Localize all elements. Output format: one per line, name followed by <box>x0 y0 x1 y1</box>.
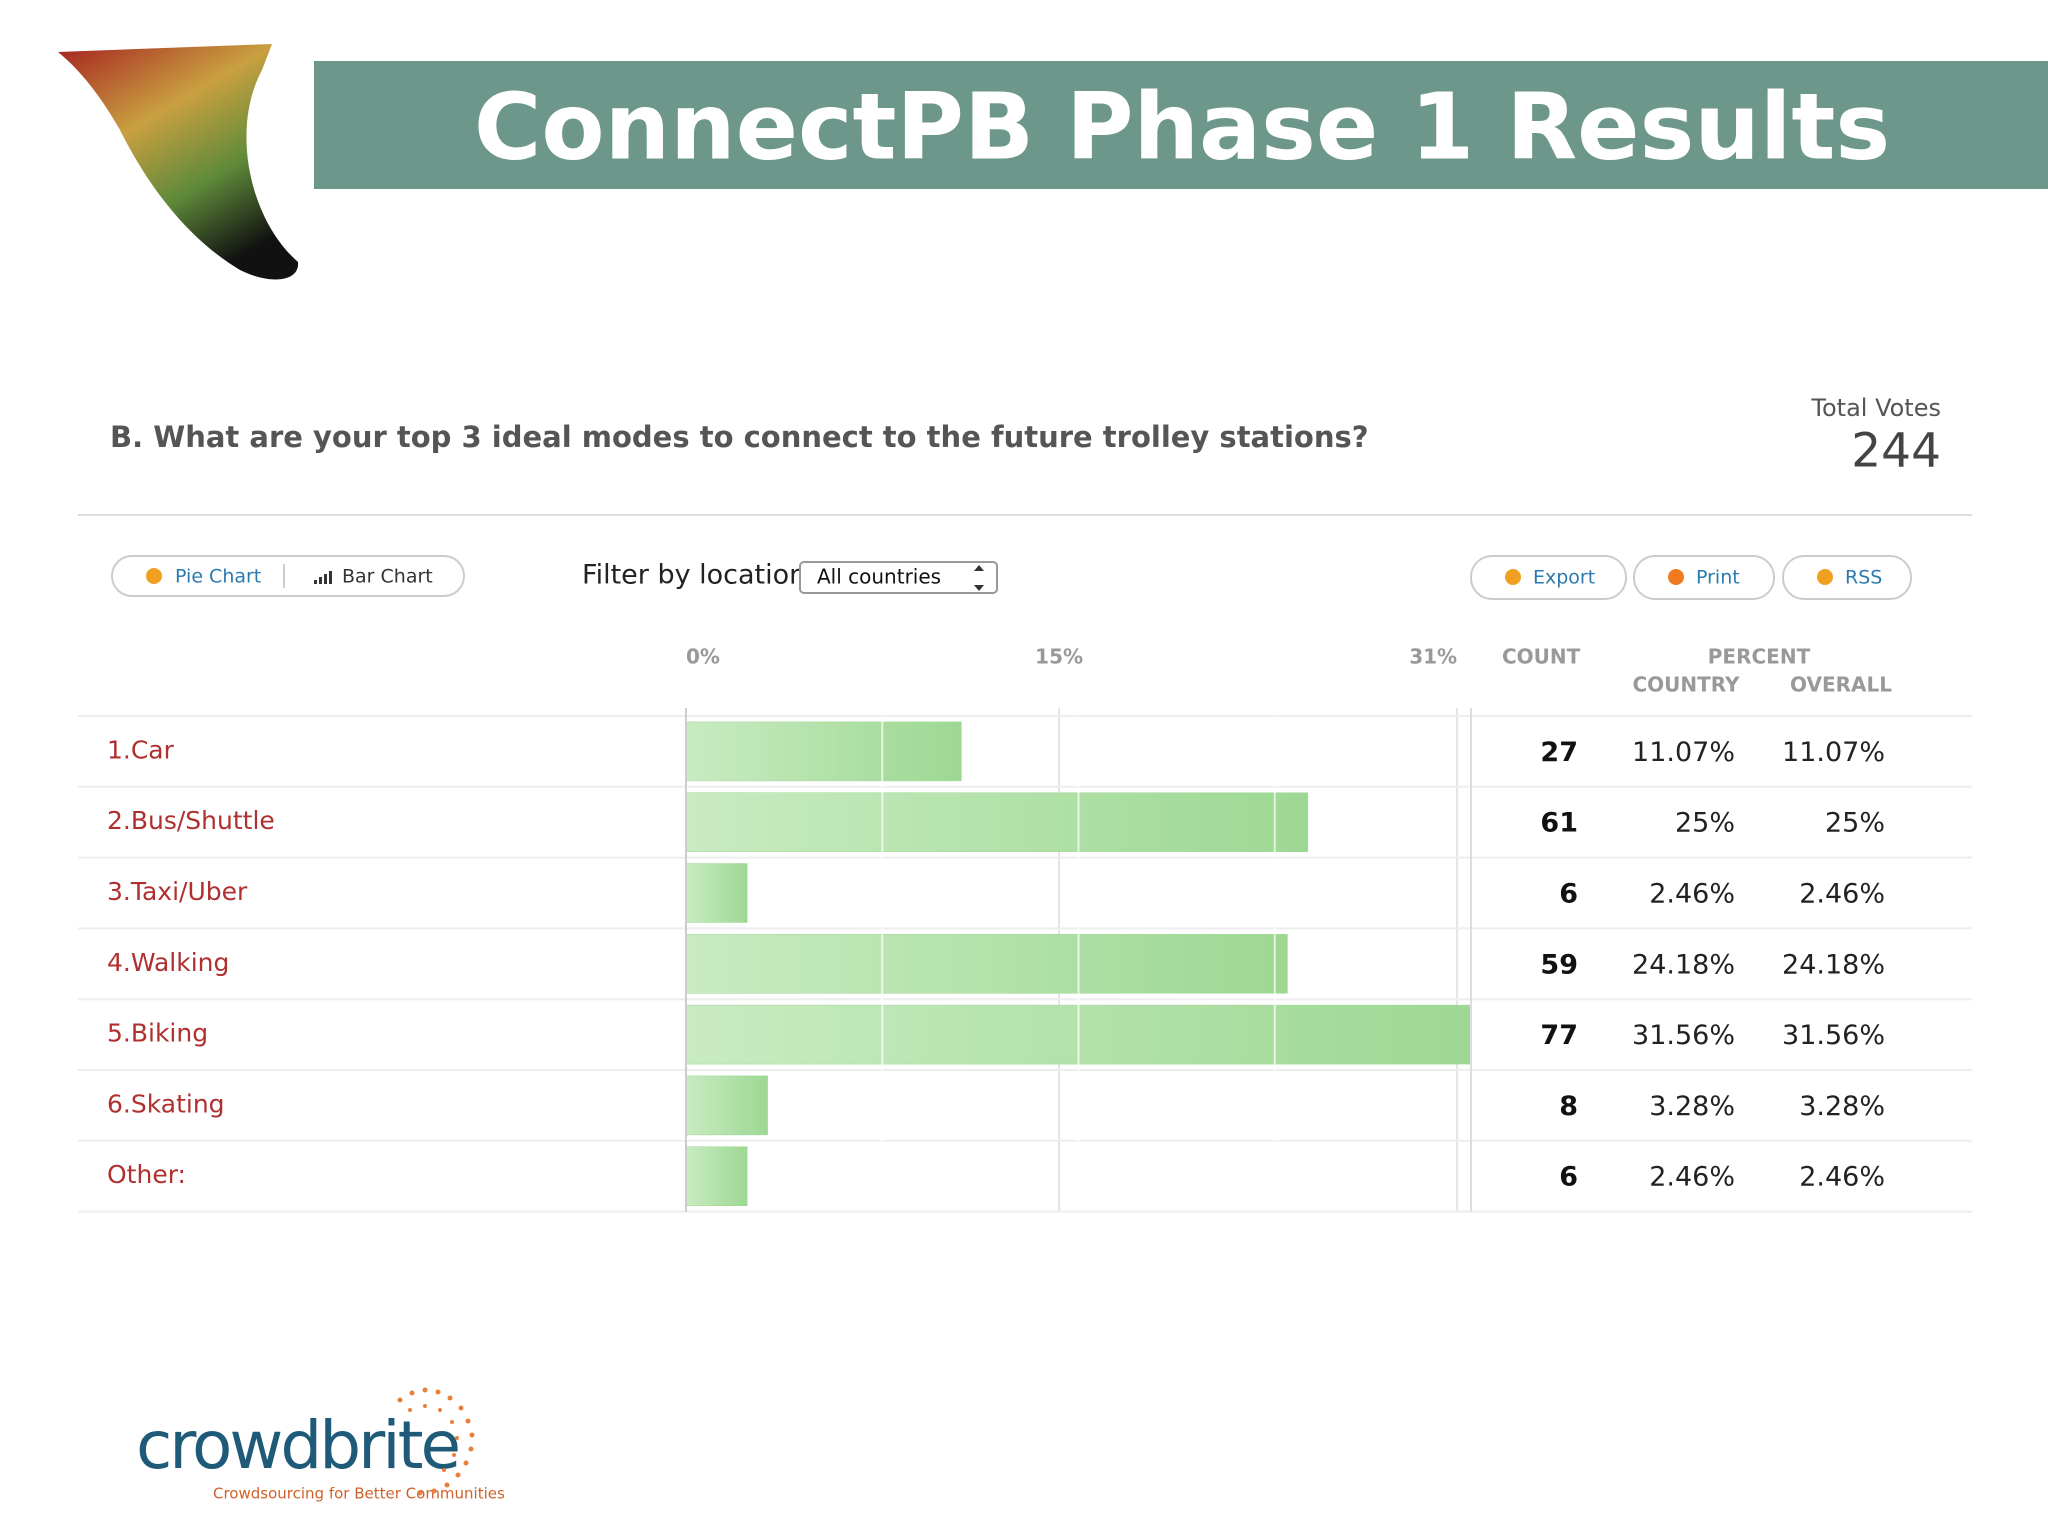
col-header: OVERALL <box>1790 673 1892 697</box>
action-button[interactable]: RSS <box>1782 555 1912 600</box>
select-value: All countries <box>817 565 941 589</box>
percent-country: 11.07% <box>1632 737 1735 768</box>
button-label: Export <box>1533 567 1595 589</box>
pie-icon <box>146 568 162 584</box>
percent-country: 3.28% <box>1649 1091 1735 1122</box>
category-label: Other: <box>107 1160 186 1189</box>
page-title: ConnectPB Phase 1 Results <box>474 73 1890 180</box>
x-tick-label: 15% <box>1035 645 1083 669</box>
filter-label: Filter by location <box>582 560 806 591</box>
toggle-frame <box>111 555 465 597</box>
percent-country: 31.56% <box>1632 1020 1735 1051</box>
x-tick-label: 31% <box>1409 645 1457 669</box>
col-header: PERCENT <box>1708 645 1811 669</box>
button-icon <box>1668 569 1684 585</box>
bar <box>685 1075 768 1136</box>
action-button[interactable]: Export <box>1470 555 1627 600</box>
logo-text: crowdbrite <box>136 1407 458 1484</box>
pie-button[interactable]: Pie Chart <box>175 566 261 588</box>
select-arrows <box>974 565 984 591</box>
count: 6 <box>1559 879 1578 910</box>
count: 8 <box>1559 1091 1578 1122</box>
button-label: RSS <box>1845 567 1882 589</box>
fin-logo <box>58 44 299 280</box>
x-tick-label: 0% <box>686 645 720 669</box>
bar-icon <box>314 571 332 584</box>
filter-select[interactable]: All countries <box>799 561 998 594</box>
total-votes-value: 244 <box>1851 424 1941 479</box>
percent-overall: 11.07% <box>1782 737 1885 768</box>
category-label: 3.Taxi/Uber <box>107 877 248 906</box>
category-label: 2.Bus/Shuttle <box>107 806 275 835</box>
percent-overall: 31.56% <box>1782 1020 1885 1051</box>
select-box <box>799 561 998 594</box>
footer-logo: crowdbrite Crowdsourcing for Better Comm… <box>136 1387 505 1503</box>
percent-country: 24.18% <box>1632 949 1735 980</box>
button-frame <box>1633 555 1775 600</box>
percent-country: 25% <box>1675 808 1735 839</box>
action-button[interactable]: Print <box>1633 555 1775 600</box>
logo-dots <box>397 1387 475 1496</box>
count: 27 <box>1540 737 1578 768</box>
logo-tagline: Crowdsourcing for Better Communities <box>213 1485 505 1503</box>
percent-overall: 25% <box>1825 808 1885 839</box>
total-votes-label: Total Votes <box>1810 394 1941 422</box>
count: 59 <box>1540 949 1578 980</box>
count: 77 <box>1540 1020 1578 1051</box>
bar <box>685 721 962 782</box>
category-label: 6.Skating <box>107 1089 225 1118</box>
count: 6 <box>1559 1162 1578 1193</box>
bar <box>685 1146 748 1206</box>
percent-overall: 24.18% <box>1782 949 1885 980</box>
button-frame <box>1782 555 1912 600</box>
col-header: COUNTRY <box>1632 673 1740 697</box>
title-bar <box>314 61 2048 189</box>
bar <box>685 863 748 923</box>
button-frame <box>1470 555 1627 600</box>
percent-country: 2.46% <box>1649 879 1735 910</box>
percent-overall: 2.46% <box>1799 1162 1885 1193</box>
button-icon <box>1817 569 1833 585</box>
col-header: COUNT <box>1502 645 1581 669</box>
button-label: Print <box>1696 567 1740 589</box>
button-icon <box>1505 569 1521 585</box>
bar-button[interactable]: Bar Chart <box>342 566 433 588</box>
category-label: 1.Car <box>107 735 175 764</box>
bar <box>685 792 1309 852</box>
percent-overall: 2.46% <box>1799 879 1885 910</box>
percent-overall: 3.28% <box>1799 1091 1885 1122</box>
percent-country: 2.46% <box>1649 1162 1735 1193</box>
view-toggle[interactable]: Pie Chart Bar Chart <box>111 555 465 597</box>
count: 61 <box>1540 808 1578 839</box>
category-label: 5.Biking <box>107 1019 208 1048</box>
question: B. What are your top 3 ideal modes to co… <box>110 420 1369 454</box>
bar <box>685 934 1288 994</box>
category-label: 4.Walking <box>107 948 229 977</box>
